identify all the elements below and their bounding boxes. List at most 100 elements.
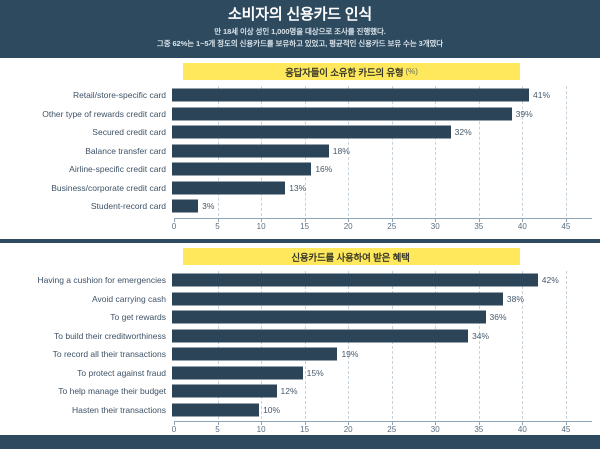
chart-2-title: 신용카드를 사용하여 받은 혜택 — [291, 252, 410, 264]
bar-row: Airline-specific credit card 16% — [0, 160, 600, 179]
chart-1: Retail/store-specific card 41% Other type … — [0, 86, 600, 230]
bar-value-label: 19% — [341, 349, 359, 359]
bar-row: Having a cushion for emergencies 42% — [0, 271, 600, 290]
bar-track: 34% — [172, 327, 600, 346]
chart-1-title: 응답자들이 소유한 카드의 유형 — [285, 67, 404, 79]
category-label: Having a cushion for emergencies — [37, 275, 166, 285]
bar-value-label: 12% — [280, 386, 298, 396]
bar — [172, 366, 303, 380]
panel-divider — [0, 239, 600, 243]
x-axis-tick-label: 5 — [215, 221, 220, 231]
chart-1-title-banner: 응답자들이 소유한 카드의 유형 (%) — [183, 63, 520, 80]
x-axis-tick — [174, 421, 175, 425]
bar-track: 36% — [172, 308, 600, 327]
bar-track: 10% — [172, 401, 600, 420]
x-axis-tick — [565, 421, 567, 425]
bar-track: 3% — [172, 197, 600, 216]
category-label: Business/corporate credit card — [51, 182, 166, 193]
bar — [172, 144, 329, 158]
chart-2-title-banner: 신용카드를 사용하여 받은 혜택 — [183, 248, 520, 265]
category-label: Secured credit card — [92, 127, 166, 137]
bar-value-label: 41% — [533, 90, 551, 100]
bar-row: Secured credit card 32% — [0, 123, 600, 142]
bar-track: 13% — [172, 179, 600, 198]
x-axis-tick-label: 10 — [256, 425, 266, 434]
category-label: Airline-specific credit card — [69, 164, 166, 174]
x-axis-tick-label: 20 — [343, 221, 353, 231]
x-axis-tick — [217, 217, 219, 222]
bar-track: 42% — [172, 271, 600, 290]
footer-bar — [0, 435, 600, 449]
category-label: Hasten their transactions — [71, 404, 166, 415]
x-axis-tick — [261, 421, 263, 425]
x-axis-tick-label: 25 — [387, 425, 397, 434]
bar — [172, 384, 277, 398]
x-axis-tick-label: 15 — [300, 425, 310, 434]
x-axis-tick-label: 5 — [215, 425, 220, 434]
bar-track: 16% — [172, 160, 600, 179]
bar-track: 39% — [172, 105, 600, 124]
bar-value-label: 16% — [315, 164, 333, 174]
x-axis-tick-label: 35 — [474, 425, 484, 434]
bar — [172, 162, 312, 176]
x-axis-tick — [522, 217, 524, 222]
x-axis: 0 5 10 15 20 25 30 35 40 45 — [171, 421, 592, 437]
bar-value-label: 18% — [332, 145, 350, 156]
bar-row: Business/corporate credit card 13% — [0, 179, 600, 198]
x-axis-tick-label: 45 — [561, 425, 571, 434]
bar-row: To get rewards 36% — [0, 308, 600, 327]
x-axis-tick — [391, 421, 393, 425]
bar-rows: Having a cushion for emergencies 42% Avoid… — [0, 271, 600, 419]
chart-2: Having a cushion for emergencies 42% Avoid… — [0, 271, 600, 434]
header-subtitle-line-1: 만 18세 이상 성인 1,000명을 대상으로 조사를 진행했다. — [214, 27, 386, 36]
x-axis-tick — [174, 217, 175, 222]
bar-row: To protect against fraud 15% — [0, 364, 600, 383]
x-axis-tick — [348, 217, 350, 222]
bar — [172, 403, 260, 417]
bar-rows: Retail/store-specific card 41% Other type … — [0, 86, 600, 216]
bar — [172, 310, 486, 324]
bar — [172, 273, 538, 287]
x-axis-tick-label: 10 — [256, 221, 266, 231]
header-subtitle-line-2: 그중 62%는 1~5개 정도의 신용카드를 보유하고 있었고, 평균적인 신용… — [156, 39, 444, 48]
bar-track: 32% — [172, 123, 600, 142]
x-axis-tick — [304, 217, 306, 222]
x-axis-tick-label: 30 — [430, 221, 440, 231]
x-axis-tick-label: 0 — [171, 221, 177, 231]
chart-1-unit-label: (%) — [405, 67, 418, 76]
bar-row: Hasten their transactions 10% — [0, 401, 600, 420]
bar-row: Avoid carrying cash 38% — [0, 290, 600, 309]
bar-track: 19% — [172, 345, 600, 364]
bar-value-label: 10% — [263, 404, 281, 415]
x-axis-tick — [261, 217, 263, 222]
bar — [172, 292, 503, 306]
category-label: To record all their transactions — [52, 349, 166, 359]
x-axis-tick — [565, 217, 567, 222]
header: 소비자의 신용카드 인식 만 18세 이상 성인 1,000명을 대상으로 조사… — [0, 0, 600, 58]
x-axis-tick — [435, 217, 437, 222]
category-label: Balance transfer card — [85, 145, 166, 156]
x-axis-tick — [435, 421, 437, 425]
bar — [172, 329, 469, 343]
bar-track: 38% — [172, 290, 600, 309]
x-axis-tick-label: 0 — [171, 425, 177, 434]
bar-row: Retail/store-specific card 41% — [0, 86, 600, 105]
bar — [172, 88, 530, 102]
bar-track: 15% — [172, 364, 600, 383]
bar-value-label: 13% — [289, 182, 307, 193]
bar — [172, 107, 512, 121]
x-axis-tick — [348, 421, 350, 425]
bar-row: Other type of rewards credit card 39% — [0, 105, 600, 124]
bar-value-label: 15% — [306, 367, 324, 378]
x-axis-tick — [217, 421, 219, 425]
x-axis-tick-label: 35 — [474, 221, 484, 231]
x-axis-tick — [304, 421, 306, 425]
category-label: Retail/store-specific card — [72, 90, 166, 100]
page-title: 소비자의 신용카드 인식 — [228, 6, 372, 23]
category-label: To get rewards — [110, 312, 166, 322]
x-axis-tick-label: 45 — [561, 221, 571, 231]
x-axis-tick-label: 25 — [387, 221, 397, 231]
bar-row: To record all their transactions 19% — [0, 345, 600, 364]
x-axis-tick-label: 30 — [430, 425, 440, 434]
